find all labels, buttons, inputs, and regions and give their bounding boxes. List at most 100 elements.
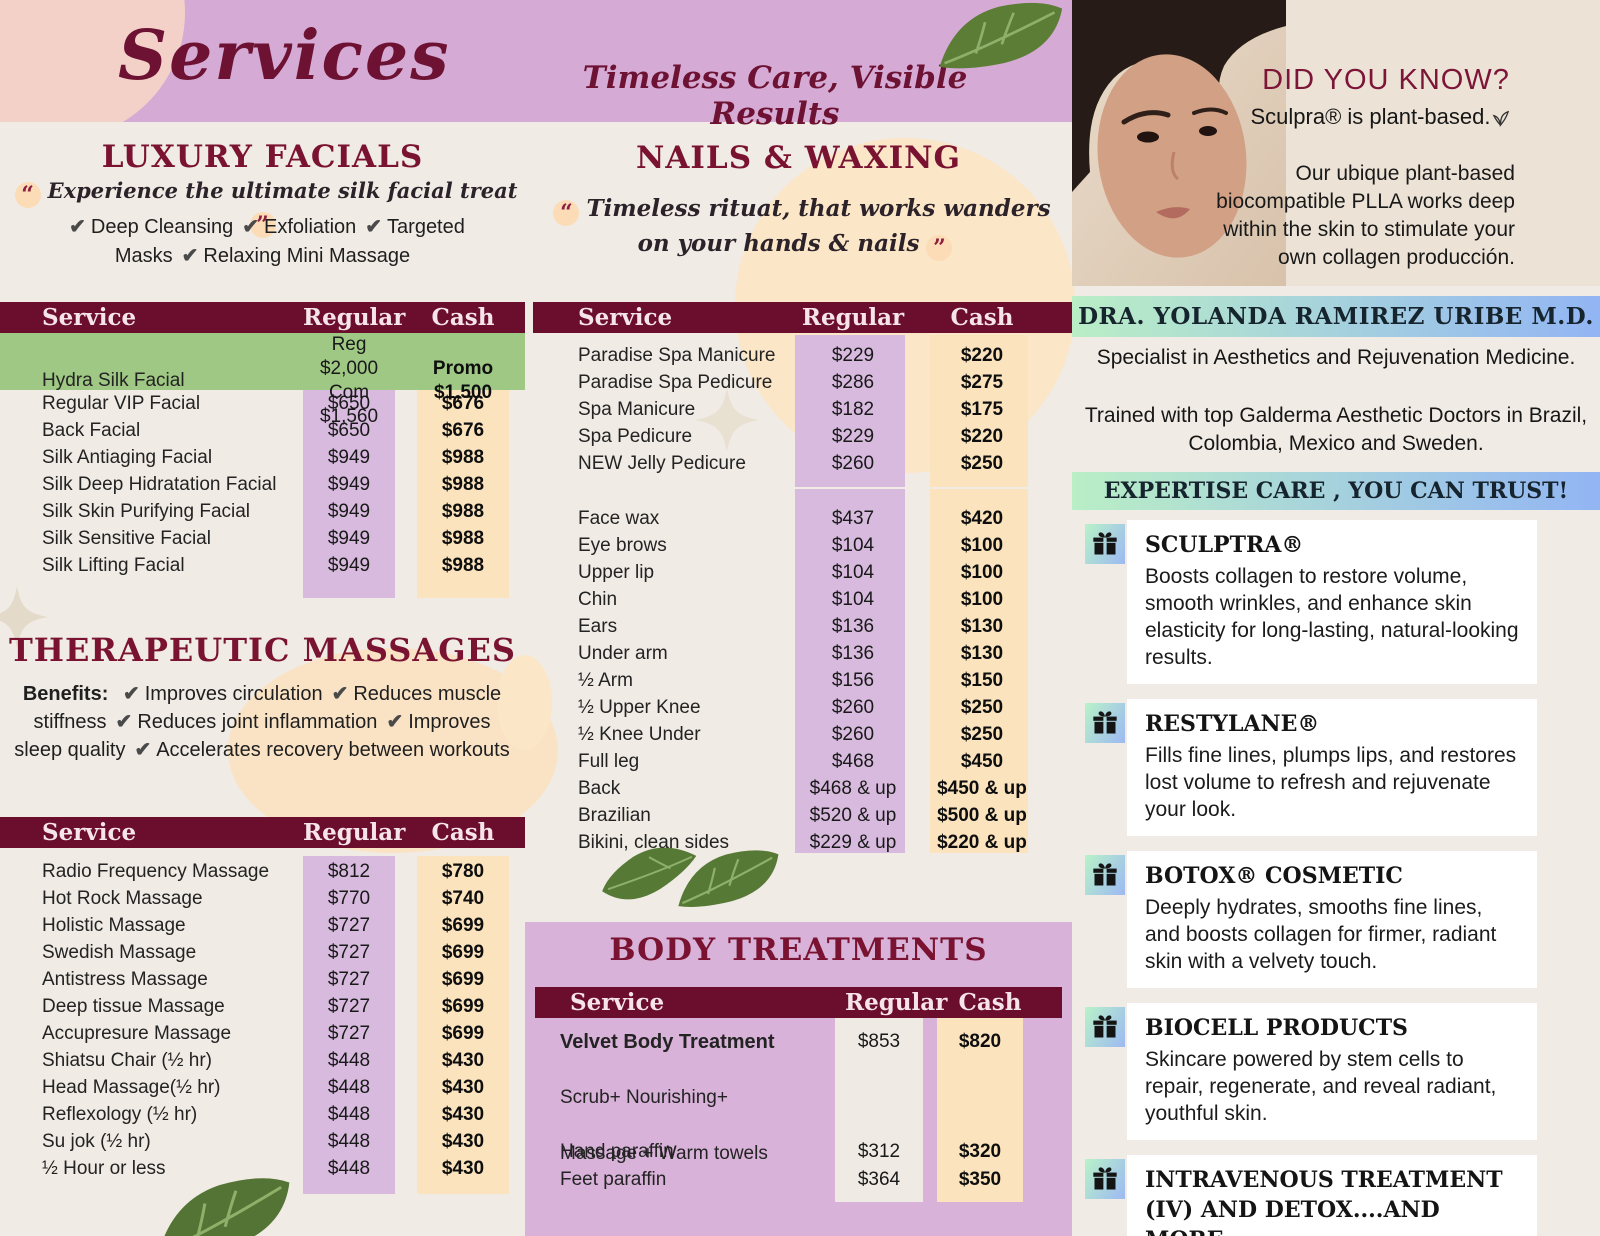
table-row: Hand paraffin $312 $320 (525, 1138, 1072, 1166)
table-row: Silk Deep Hidratation Facial $949 $988 (0, 471, 525, 498)
check-icon: ✔ (115, 711, 133, 733)
cash-cell: $220 (960, 425, 1004, 447)
regular-cell: $812 (327, 860, 371, 882)
regular-cell: $520 & up (809, 804, 897, 826)
cash-cell: $430 (441, 1157, 485, 1179)
col-cash: Cash (431, 819, 495, 846)
treatment-card-body: SCULPTRA® Boosts collagen to restore vol… (1127, 520, 1537, 684)
close-quote-icon: ” (926, 235, 953, 261)
nails-table-header: Service Regular Cash (533, 302, 1072, 333)
cash-cell: $175 (960, 398, 1004, 420)
service-cell: Silk Antiaging Facial (42, 446, 213, 468)
expertise-banner: EXPERTISE CARE , YOU CAN TRUST! (1072, 472, 1600, 510)
leaf-icon (678, 850, 779, 907)
gift-icon (1085, 1159, 1125, 1199)
cash-cell: $699 (441, 968, 485, 990)
leaf-icon (157, 1178, 290, 1236)
table-row: Accupresure Massage $727 $699 (0, 1020, 525, 1047)
regular-cell: Reg $2,000 Com $1,560 (319, 334, 379, 427)
doctor-line2: Trained with top Galderma Aesthetic Doct… (1084, 404, 1588, 455)
regular-cell: $468 (831, 750, 875, 772)
service-cell: ½ Upper Knee (578, 696, 701, 718)
check-icon: ✔ (365, 216, 383, 238)
regular-cell: $286 (831, 371, 875, 393)
regular-cell: $182 (831, 398, 875, 420)
service-cell: Spa Pedicure (578, 425, 693, 447)
regular-column-band (303, 390, 395, 598)
gift-icon (1085, 1007, 1125, 1047)
cash-cell: $988 (441, 500, 485, 522)
body-heading: BODY TREATMENTS (609, 932, 988, 968)
regular-cell: $949 (327, 554, 371, 576)
treatment-card: RESTYLANE® Fills fine lines, plumps lips… (1085, 699, 1537, 836)
service-cell: Eye brows (578, 534, 667, 556)
regular-column-band (795, 489, 905, 853)
cash-column-band (930, 489, 1028, 853)
regular-cell: $727 (327, 995, 371, 1017)
facials-table-header: Service Regular Cash (0, 302, 525, 333)
cash-column-band (417, 390, 509, 598)
page-title: Services (118, 16, 451, 96)
service-cell: Silk Skin Purifying Facial (42, 500, 251, 522)
service-cell: Swedish Massage (42, 941, 197, 963)
treatment-description: Skincare powered by stem cells to repair… (1145, 1048, 1497, 1125)
table-row: Back $468 & up $450 & up (533, 775, 1072, 802)
service-cell: Paradise Spa Pedicure (578, 371, 773, 393)
cash-cell: $740 (441, 887, 485, 909)
open-quote-icon: “ (553, 200, 580, 226)
service-cell: Silk Deep Hidratation Facial (42, 473, 277, 495)
table-row: Feet paraffin $364 $350 (525, 1166, 1072, 1194)
table-row: Hot Rock Massage $770 $740 (0, 885, 525, 912)
table-row: Su jok (½ hr) $448 $430 (0, 1128, 525, 1155)
benefit-item: ✔ Reduces muscle stiffness (33, 683, 502, 733)
cash-cell: $275 (960, 371, 1004, 393)
service-cell: Shiatsu Chair (½ hr) (42, 1049, 213, 1071)
feature-item: ✔ Targeted Masks (114, 216, 465, 267)
treatment-title: RESTYLANE® (1145, 711, 1320, 737)
service-cell: Ears (578, 615, 618, 637)
service-cell: ½ Arm (578, 669, 633, 691)
regular-cell: $260 (831, 723, 875, 745)
table-row: Bikini, clean sides $229 & up $220 & up (533, 829, 1072, 856)
service-cell: Silk Lifting Facial (42, 554, 185, 576)
table-row: Silk Lifting Facial $949 $988 (0, 552, 525, 579)
regular-cell: $727 (327, 968, 371, 990)
table-row: Spa Manicure $182 $175 (533, 396, 1072, 423)
doctor-banner: DRA. YOLANDA RAMIREZ URIBE M.D. (1072, 296, 1600, 337)
regular-cell: $949 (327, 527, 371, 549)
cash-column-band (417, 856, 509, 1194)
cash-cell: $430 (441, 1049, 485, 1071)
table-row: Holistic Massage $727 $699 (0, 912, 525, 939)
service-cell: Hand paraffin (560, 1141, 674, 1162)
feature-item: ✔ Exfoliation (242, 216, 357, 238)
service-cell: Reflexology (½ hr) (42, 1103, 198, 1125)
service-cell: Face wax (578, 507, 660, 529)
massages-benefits: Benefits: ✔ Improves circulation ✔ Reduces … (12, 680, 512, 764)
service-cell: Su jok (½ hr) (42, 1130, 151, 1152)
col-regular: Regular (801, 304, 905, 331)
open-quote-icon: “ (14, 182, 41, 208)
col-service: Service (570, 989, 665, 1016)
cash-cell: $988 (441, 473, 485, 495)
table-row: Antistress Massage $727 $699 (0, 966, 525, 993)
cash-cell: $988 (441, 554, 485, 576)
benefit-item: ✔ Accelerates recovery between workouts (134, 739, 510, 761)
service-cell: Accupresure Massage (42, 1022, 232, 1044)
treatment-card-body: INTRAVENOUS TREATMENT (IV) AND DETOX....… (1127, 1155, 1537, 1236)
service-cell: Chin (578, 588, 618, 610)
service-desc: Massage + Warm towels (560, 1143, 768, 1164)
table-row: ½ Upper Knee $260 $250 (533, 694, 1072, 721)
col-service: Service (42, 819, 137, 846)
table-row: ½ Arm $156 $150 (533, 667, 1072, 694)
facials-heading: LUXURY FACIALS (101, 139, 424, 175)
service-cell: Back Facial (42, 419, 141, 441)
table-row: Under arm $136 $130 (533, 640, 1072, 667)
table-row: Brazilian $520 & up $500 & up (533, 802, 1072, 829)
nails-heading: NAILS & WAXING (636, 140, 961, 176)
check-icon: ✔ (122, 683, 140, 705)
check-icon: ✔ (134, 739, 152, 761)
table-row: Back Facial $650 $676 (0, 417, 525, 444)
service-cell: ½ Hour or less (42, 1157, 166, 1179)
check-icon: ✔ (69, 216, 86, 238)
